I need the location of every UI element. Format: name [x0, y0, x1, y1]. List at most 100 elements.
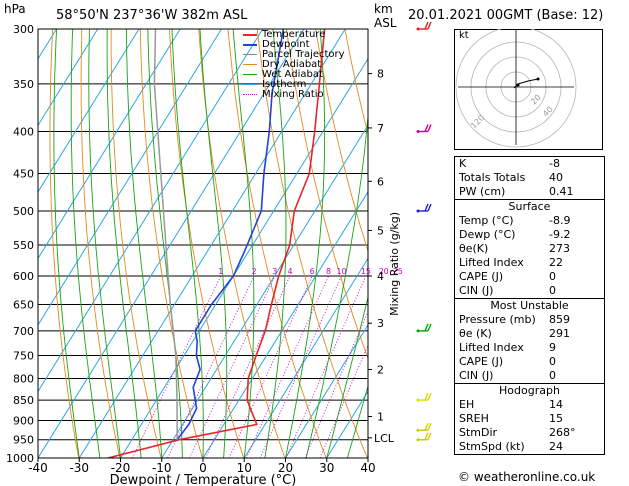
- row-key: EH: [459, 398, 475, 411]
- indices-table: K -8 Totals Totals 40 PW (cm) 0.41 Surface Te…: [454, 156, 605, 455]
- row-value: -8.9: [549, 214, 571, 227]
- isotherm: [38, 29, 99, 127]
- row-key: SREH: [459, 412, 489, 425]
- row-value: 268°: [549, 426, 576, 439]
- isotherm: [38, 29, 181, 260]
- lcl-label: LCL: [374, 432, 395, 445]
- row-key: CAPE (J): [459, 270, 504, 283]
- hodograph-point: [516, 83, 520, 87]
- wet-adiabat: [126, 29, 163, 458]
- km-tick-label: 3: [377, 317, 384, 330]
- wind-barb-dot: [416, 130, 420, 134]
- wind-barb-flag: [424, 21, 429, 30]
- wind-barb-flag: [427, 392, 432, 401]
- mixing-ratio-line: [167, 275, 255, 458]
- legend-swatch: [243, 94, 257, 95]
- pressure-tick-label: 750: [13, 349, 34, 362]
- legend-swatch: [243, 74, 257, 75]
- table-row: Totals Totals 40: [455, 171, 604, 185]
- legend-label: Isotherm: [262, 79, 307, 90]
- mixing-ratio-label: 1: [218, 267, 223, 276]
- temperature-tick-label: -20: [111, 461, 131, 475]
- wet-adiabat: [264, 29, 287, 458]
- temperature-tick-label: -30: [69, 461, 89, 475]
- table-row: Dewp (°C) -9.2: [455, 228, 604, 242]
- row-value: -9.2: [549, 228, 571, 241]
- isotherm: [38, 29, 305, 458]
- row-key: Pressure (mb): [459, 313, 536, 326]
- table-row: K -8: [455, 157, 604, 171]
- wind-barb-flag: [424, 422, 429, 431]
- temperature-tick-label: 20: [278, 461, 293, 475]
- wet-adiabat: [88, 29, 121, 458]
- wet-adiabat: [106, 29, 142, 458]
- row-key: PW (cm): [459, 185, 506, 198]
- temperature-tick-label: 10: [237, 461, 252, 475]
- table-row: Lifted Index 9: [455, 341, 604, 355]
- wind-barb: [416, 323, 432, 333]
- legend-swatch: [243, 84, 257, 85]
- copyright-footer: © weatheronline.co.uk: [458, 470, 596, 484]
- row-key: CAPE (J): [459, 355, 504, 368]
- km-tick-label: 5: [377, 224, 384, 237]
- pressure-tick-label: 700: [13, 325, 34, 338]
- wind-barb: [416, 432, 432, 442]
- mixing-ratio-label: 20: [379, 267, 389, 276]
- wind-barb: [416, 422, 432, 432]
- temperature-tick-label: -10: [152, 461, 172, 475]
- row-value: 0: [549, 270, 556, 283]
- mixing-ratio-line: [228, 275, 313, 458]
- km-tick-label: 6: [377, 175, 384, 188]
- row-key: CIN (J): [459, 369, 494, 382]
- isotherm: [243, 257, 368, 458]
- wind-barb: [416, 124, 432, 134]
- row-value: 0: [549, 355, 556, 368]
- wind-barb-dot: [416, 398, 420, 402]
- wind-barb-flag: [424, 392, 429, 401]
- row-value: 0: [549, 369, 556, 382]
- asl-unit-label: ASL: [374, 16, 397, 30]
- row-key: Temp (°C): [459, 214, 514, 227]
- mixing-ratio-label: 3: [272, 267, 277, 276]
- pressure-tick-label: 950: [13, 434, 34, 447]
- isotherm: [285, 323, 368, 458]
- km-unit-label: km: [374, 2, 393, 16]
- date-title: 20.01.2021 00GMT (Base: 12): [408, 8, 604, 23]
- legend-swatch: [243, 54, 257, 55]
- legend-label: Wet Adiabat: [262, 69, 323, 80]
- wind-barb-dot: [416, 209, 420, 213]
- row-value: 14: [549, 398, 563, 411]
- row-value: 273: [549, 242, 570, 255]
- row-key: Totals Totals: [459, 171, 526, 184]
- mixing-ratio-line: [205, 275, 291, 458]
- hodograph-point: [536, 77, 540, 81]
- wind-barb-flag: [427, 124, 432, 132]
- series-dewpoint: [176, 29, 285, 441]
- wet-adiabat: [70, 29, 101, 458]
- mixing-ratio-line: [131, 275, 222, 458]
- legend-label: Parcel Trajectory: [262, 49, 345, 60]
- dry-adiabat: [608, 29, 629, 458]
- legend-label: Temperature: [262, 29, 326, 40]
- dry-adiabat: [110, 29, 162, 458]
- pressure-tick-label: 850: [13, 394, 34, 407]
- row-key: CIN (J): [459, 284, 494, 297]
- pressure-tick-label: 500: [13, 205, 34, 218]
- row-value: 15: [549, 412, 563, 425]
- hodograph-section-title: Hodograph: [499, 384, 560, 397]
- legend-label: Dewpoint: [262, 39, 310, 50]
- mixing-ratio-label: 4: [287, 267, 292, 276]
- isotherm: [38, 29, 264, 393]
- dry-adiabat: [315, 29, 368, 253]
- dry-adiabat: [198, 29, 286, 458]
- isotherm: [78, 29, 346, 458]
- wet-adiabat: [171, 29, 204, 458]
- pressure-tick-label: 350: [13, 78, 34, 91]
- wind-barb-flag: [427, 422, 432, 431]
- wind-barb: [416, 21, 432, 31]
- isotherm: [120, 57, 368, 458]
- hodograph-trace: [513, 78, 539, 89]
- table-row: StmSpd (kt) 24: [455, 440, 604, 454]
- km-tick-label: 2: [377, 363, 384, 376]
- row-value: 22: [549, 256, 563, 269]
